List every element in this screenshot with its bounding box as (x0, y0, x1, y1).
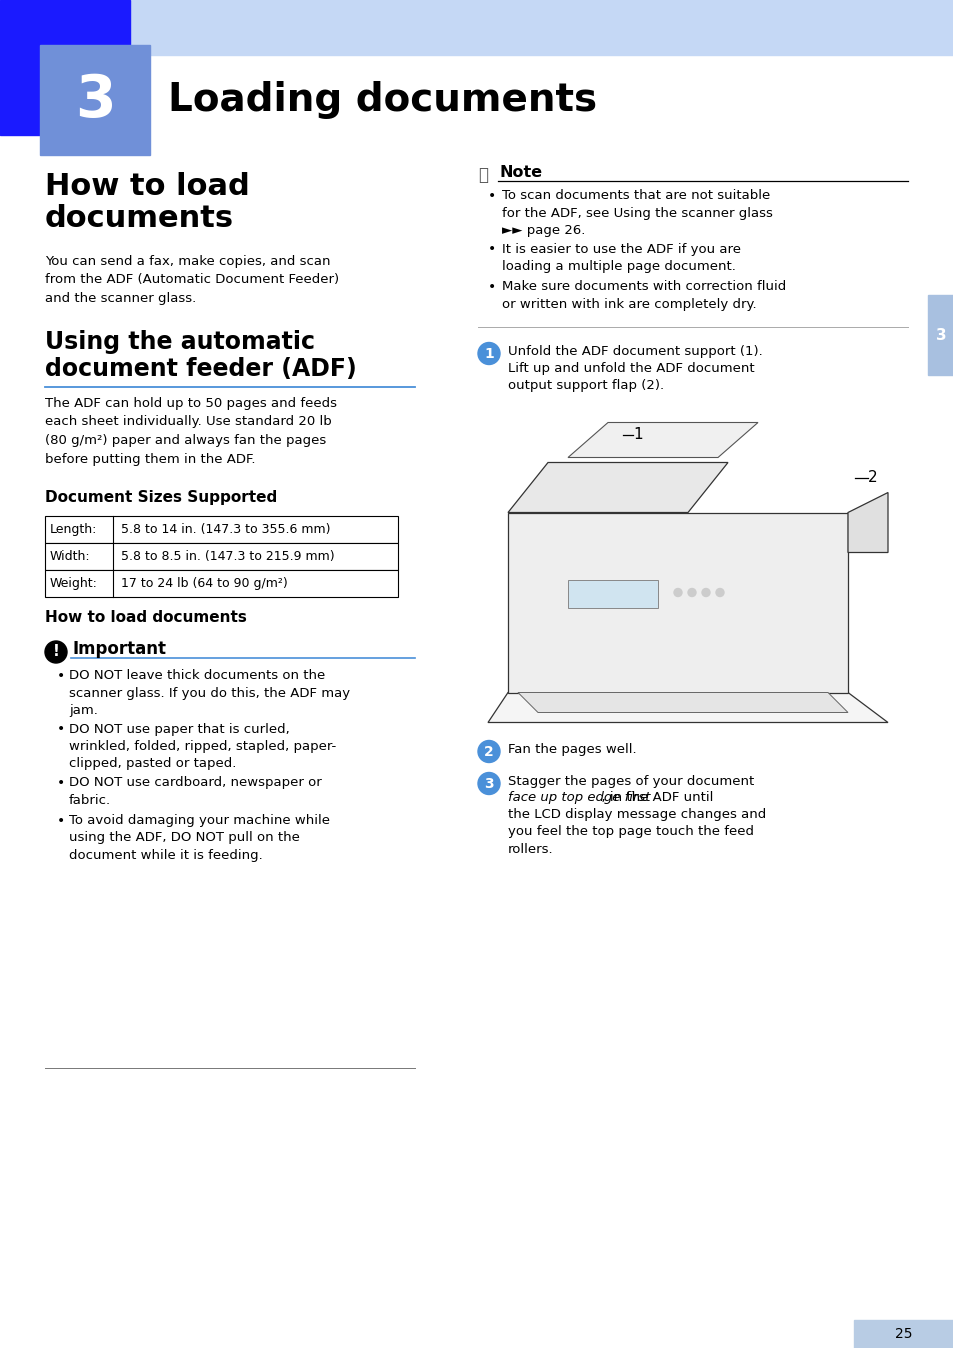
Text: •: • (57, 723, 65, 736)
Text: Loading documents: Loading documents (168, 81, 597, 119)
Text: You can send a fax, make copies, and scan
from the ADF (Automatic Document Feede: You can send a fax, make copies, and sca… (45, 255, 338, 305)
Text: 📋: 📋 (477, 166, 488, 183)
Circle shape (687, 589, 696, 597)
Text: !: ! (52, 644, 59, 659)
Text: Unfold the ADF document support (1).
Lift up and unfold the ADF document
output : Unfold the ADF document support (1). Lif… (507, 345, 762, 392)
Bar (0, 0, 953, 55)
Text: 1: 1 (483, 346, 494, 360)
Text: The ADF can hold up to 50 pages and feeds
each sheet individually. Use standard : The ADF can hold up to 50 pages and feed… (45, 398, 336, 465)
Polygon shape (488, 693, 887, 723)
Bar (45, 570, 397, 597)
Bar (853, 1320, 953, 1348)
Text: Important: Important (73, 640, 167, 658)
Text: Note: Note (499, 164, 542, 181)
Bar (0, 0, 130, 135)
Text: DO NOT use cardboard, newspaper or
fabric.: DO NOT use cardboard, newspaper or fabri… (69, 776, 321, 806)
Circle shape (673, 589, 681, 597)
Text: Stagger the pages of your document: Stagger the pages of your document (507, 775, 754, 805)
Circle shape (477, 740, 499, 763)
Text: 25: 25 (894, 1326, 912, 1341)
Polygon shape (507, 462, 727, 512)
Text: DO NOT use paper that is curled,
wrinkled, folded, ripped, stapled, paper-
clipp: DO NOT use paper that is curled, wrinkle… (69, 723, 335, 771)
Text: 3: 3 (484, 776, 494, 790)
Polygon shape (847, 492, 887, 553)
Polygon shape (507, 512, 847, 693)
Polygon shape (567, 422, 758, 457)
Text: How to load
documents: How to load documents (45, 173, 250, 233)
Text: Length:: Length: (50, 523, 97, 537)
Text: 17 to 24 lb (64 to 90 g/m²): 17 to 24 lb (64 to 90 g/m²) (121, 577, 288, 590)
Text: •: • (488, 280, 496, 294)
Circle shape (716, 589, 723, 597)
Text: 2: 2 (483, 744, 494, 759)
Bar (45, 543, 397, 570)
Text: How to load documents: How to load documents (45, 611, 247, 625)
Text: 2: 2 (867, 470, 877, 485)
Text: •: • (57, 814, 65, 828)
Text: •: • (488, 189, 496, 204)
Text: face up top edge first: face up top edge first (507, 790, 650, 803)
Circle shape (701, 589, 709, 597)
Text: •: • (57, 776, 65, 790)
Polygon shape (517, 693, 847, 713)
Text: •: • (57, 669, 65, 683)
Bar (927, 295, 953, 375)
Text: 5.8 to 14 in. (147.3 to 355.6 mm): 5.8 to 14 in. (147.3 to 355.6 mm) (121, 523, 330, 537)
Circle shape (45, 642, 67, 663)
Text: Width:: Width: (50, 550, 91, 563)
Text: It is easier to use the ADF if you are
loading a multiple page document.: It is easier to use the ADF if you are l… (501, 243, 740, 274)
Text: •: • (488, 243, 496, 256)
Text: Using the automatic
document feeder (ADF): Using the automatic document feeder (ADF… (45, 330, 356, 381)
Text: To avoid damaging your machine while
using the ADF, DO NOT pull on the
document : To avoid damaging your machine while usi… (69, 814, 330, 861)
Text: To scan documents that are not suitable
for the ADF, see Using the scanner glass: To scan documents that are not suitable … (501, 189, 772, 237)
Text: Fan the pages well.: Fan the pages well. (507, 743, 636, 755)
Text: DO NOT leave thick documents on the
scanner glass. If you do this, the ADF may
j: DO NOT leave thick documents on the scan… (69, 669, 350, 717)
Bar (567, 580, 658, 608)
Bar (40, 44, 150, 155)
Text: 3: 3 (935, 328, 945, 342)
Circle shape (477, 772, 499, 794)
Text: , in the ADF until
the LCD display message changes and
you feel the top page tou: , in the ADF until the LCD display messa… (507, 790, 765, 856)
Text: 1: 1 (633, 427, 642, 442)
Bar (45, 516, 397, 543)
Text: Weight:: Weight: (50, 577, 98, 590)
Text: Document Sizes Supported: Document Sizes Supported (45, 491, 277, 506)
Text: 5.8 to 8.5 in. (147.3 to 215.9 mm): 5.8 to 8.5 in. (147.3 to 215.9 mm) (121, 550, 335, 563)
Text: 3: 3 (74, 71, 115, 128)
Circle shape (477, 342, 499, 364)
Text: Make sure documents with correction fluid
or written with ink are completely dry: Make sure documents with correction flui… (501, 280, 785, 311)
